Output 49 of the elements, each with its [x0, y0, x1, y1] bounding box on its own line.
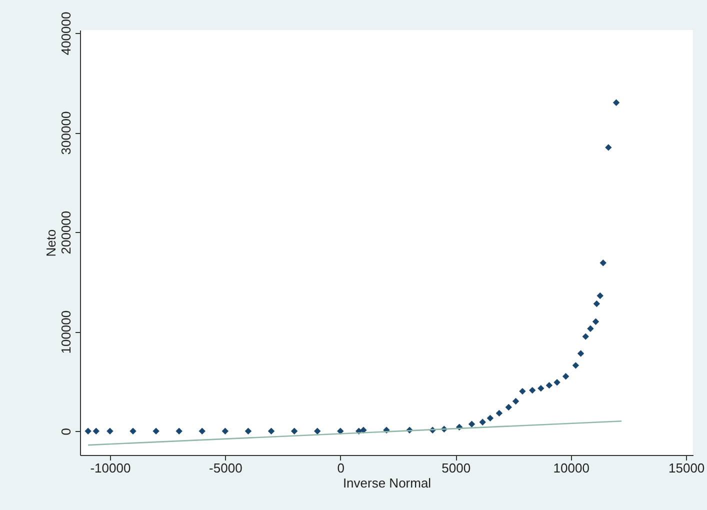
point — [572, 362, 580, 369]
point — [562, 373, 570, 380]
point — [468, 420, 476, 428]
point — [538, 384, 544, 392]
y-tick-label: 300000 — [58, 111, 74, 155]
y-tick-label: 200000 — [58, 210, 74, 254]
point — [505, 404, 512, 411]
x-tick-label: 5000 — [442, 460, 471, 476]
point — [612, 99, 620, 106]
point — [529, 386, 536, 394]
x-tick-label: 0 — [337, 460, 345, 476]
point — [593, 300, 600, 308]
point — [587, 325, 594, 332]
point — [176, 428, 182, 434]
point — [106, 428, 114, 434]
point — [592, 318, 600, 325]
point — [84, 428, 92, 434]
point — [244, 428, 252, 434]
x-tick-label: -10000 — [90, 460, 131, 476]
point — [479, 418, 486, 426]
y-axis-title: Neto — [44, 229, 58, 257]
point — [600, 260, 606, 266]
point — [577, 350, 584, 357]
point — [512, 398, 520, 405]
point — [360, 426, 367, 434]
point — [268, 428, 275, 434]
point — [546, 382, 553, 389]
x-axis-title: Inverse Normal — [342, 476, 432, 490]
point — [198, 428, 206, 434]
y-tick-label: 0 — [58, 428, 74, 436]
point — [582, 333, 589, 340]
y-tick-label: 100000 — [58, 310, 74, 354]
point — [554, 378, 560, 386]
point — [314, 428, 321, 434]
point — [486, 414, 494, 422]
point — [496, 410, 503, 417]
point — [92, 428, 100, 434]
x-tick-label: -5000 — [209, 460, 242, 476]
point — [290, 428, 298, 434]
point — [519, 388, 526, 395]
point — [605, 144, 612, 151]
point — [130, 428, 136, 434]
x-tick-label: 15000 — [668, 460, 705, 476]
point — [337, 428, 344, 434]
x-tick-label: 10000 — [553, 460, 590, 476]
point — [596, 292, 604, 300]
y-tick-label: 400000 — [58, 12, 74, 56]
point — [222, 428, 229, 434]
point — [152, 428, 160, 434]
